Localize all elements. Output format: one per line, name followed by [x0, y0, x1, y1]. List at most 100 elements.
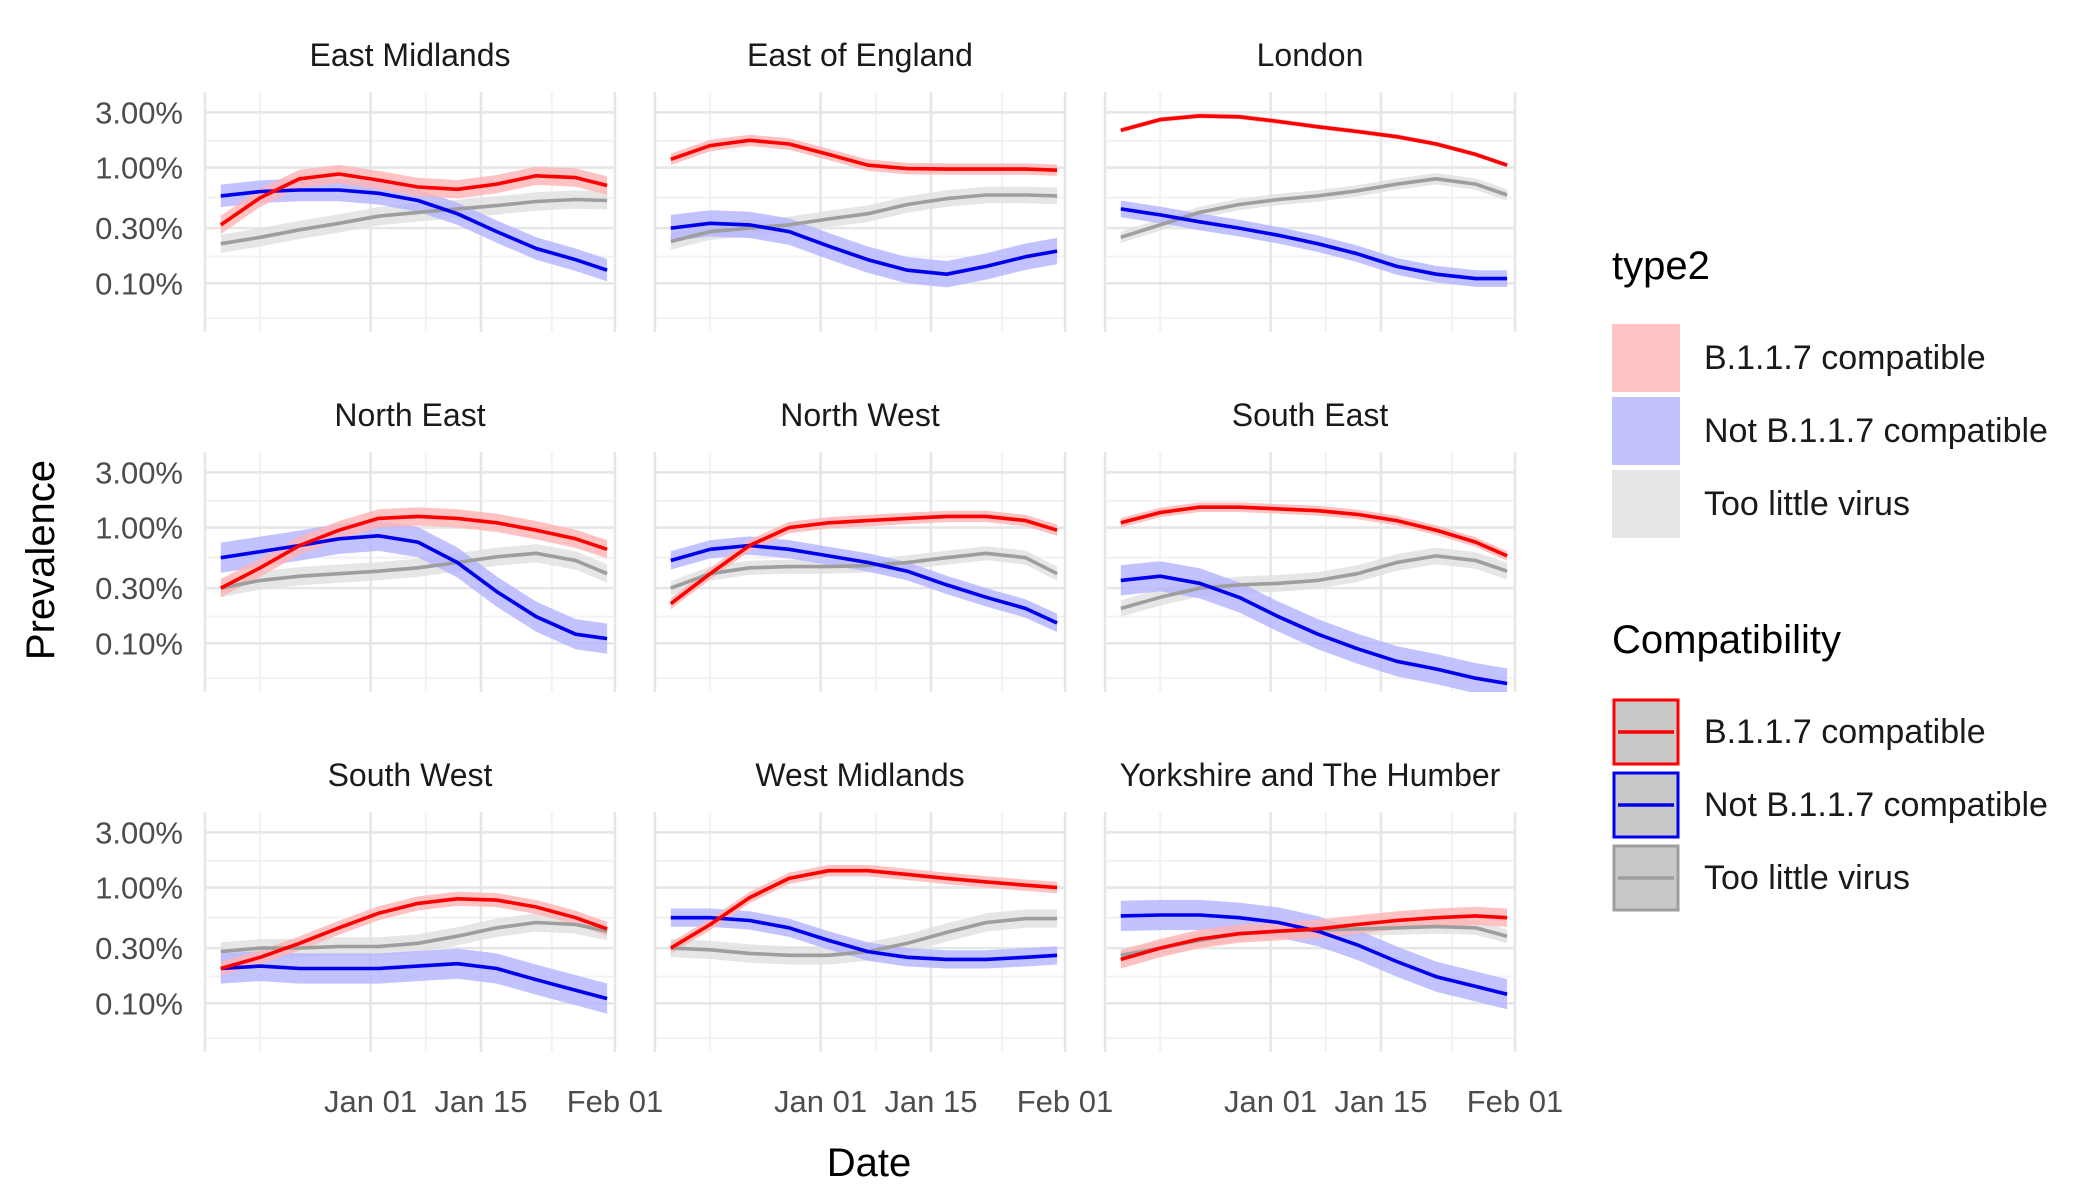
panel-south-east: South East: [1103, 397, 1517, 692]
legend-layer: type2 B.1.1.7 compatible Not B.1.1.7 compa…: [1612, 244, 2048, 912]
line-not-b-1-1-7-compatible: [220, 188, 608, 272]
x-tick-label: Feb 01: [1467, 1084, 1564, 1119]
line-b-1-1-7-compatible: [670, 138, 1058, 172]
legend-key-swatch: [1612, 324, 1680, 392]
ribbon-b-1-1-7-compatible: [670, 134, 1058, 176]
line-not-b-1-1-7-compatible: [220, 533, 608, 641]
ribbon-not-b-1-1-7-compatible: [220, 948, 608, 1014]
line-too-little-virus: [220, 551, 608, 590]
panel-series: [219, 507, 608, 654]
line-b-1-1-7-compatible: [219, 514, 608, 590]
legend-item-not-b-1-1-7-compatible: Not B.1.1.7 compatible: [1612, 771, 2048, 839]
ribbon-b-1-1-7-compatible: [220, 891, 608, 976]
ribbon-b-1-1-7-compatible: [1120, 502, 1508, 561]
legend-compatibility: Compatibility B.1.1.7 compatible Not B.1.1…: [1612, 618, 2048, 912]
y-tick-label: 1.00%: [95, 871, 183, 906]
legend-item-too-little-virus: Too little virus: [1612, 470, 1910, 538]
line-not-b-1-1-7-compatible: [670, 543, 1058, 625]
ribbon-b-1-1-7-compatible: [670, 865, 1058, 954]
ribbon-b-1-1-7-compatible: [220, 507, 608, 598]
panel-major-grid: [653, 812, 1067, 1052]
legend-item-not-b-1-1-7-compatible: Not B.1.1.7 compatible: [1612, 397, 2048, 465]
ribbon-too-little-virus: [220, 544, 608, 598]
line-b-1-1-7-compatible: [1120, 914, 1508, 962]
ribbon-too-little-virus: [1120, 173, 1508, 243]
line-too-little-virus: [670, 193, 1058, 244]
panel-title: West Midlands: [755, 757, 964, 793]
ribbon-too-little-virus: [1120, 919, 1508, 963]
line-b-1-1-7-compatible: [669, 514, 1058, 606]
ribbon-not-b-1-1-7-compatible: [1120, 561, 1508, 692]
ribbon-not-b-1-1-7-compatible: [220, 520, 608, 654]
panel-series: [670, 134, 1058, 288]
legend-label: B.1.1.7 compatible: [1704, 339, 1986, 377]
ribbon-not-b-1-1-7-compatible: [1120, 899, 1508, 1010]
panel-grid: [655, 812, 1065, 1052]
panel-series: [1120, 899, 1508, 1010]
ribbon-too-little-virus: [220, 190, 608, 253]
ribbon-b-1-1-7-compatible: [1120, 906, 1508, 969]
x-tick-label: Jan 15: [1334, 1084, 1427, 1119]
line-b-1-1-7-compatible: [1120, 505, 1508, 558]
panel-series: [669, 865, 1058, 969]
legend-item-b-1-1-7-compatible: B.1.1.7 compatible: [1612, 324, 1986, 392]
x-axis-title: Date: [827, 1141, 912, 1185]
y-tick-label: 1.00%: [95, 151, 183, 186]
x-tick-label: Jan 01: [324, 1084, 417, 1119]
line-b-1-1-7-compatible: [669, 868, 1058, 950]
legend-label: Too little virus: [1704, 485, 1910, 523]
ribbon-not-b-1-1-7-compatible: [670, 536, 1058, 633]
y-tick-label: 0.10%: [95, 266, 183, 301]
y-tick-label: 1.00%: [95, 511, 183, 546]
line-not-b-1-1-7-compatible: [1120, 207, 1508, 281]
panel-london: London: [1103, 37, 1517, 332]
panel-yorkshire-and-the-humber: Yorkshire and The Humber Jan 01 Jan 15 Feb …: [1103, 757, 1564, 1119]
panels-layer: East Midlands 0.10% 0.30% 1.00% 3.00% East of…: [95, 37, 1563, 1119]
y-tick-label: 0.30%: [95, 571, 183, 606]
line-not-b-1-1-7-compatible: [670, 915, 1058, 962]
line-b-1-1-7-compatible: [1120, 114, 1508, 167]
panel-north-east: North East 0.10% 0.30% 1.00% 3.00%: [95, 397, 617, 692]
y-tick-label: 3.00%: [95, 95, 183, 130]
x-tick-label: Feb 01: [1017, 1084, 1114, 1119]
panel-title: Yorkshire and The Humber: [1120, 757, 1501, 793]
legend-title: Compatibility: [1612, 618, 1841, 662]
legend-key-swatch: [1612, 397, 1680, 465]
panel-east-midlands: East Midlands 0.10% 0.30% 1.00% 3.00%: [95, 37, 617, 332]
panel-north-west: North West: [653, 397, 1067, 692]
y-tick-label: 3.00%: [95, 815, 183, 850]
panel-title: East Midlands: [310, 37, 511, 73]
line-not-b-1-1-7-compatible: [1120, 913, 1508, 996]
y-tick-label: 0.30%: [95, 931, 183, 966]
legend-item-b-1-1-7-compatible: B.1.1.7 compatible: [1612, 698, 1986, 766]
line-not-b-1-1-7-compatible: [220, 961, 608, 1001]
ribbon-b-1-1-7-compatible: [670, 510, 1058, 610]
y-axis-title: Prevalence: [19, 460, 63, 660]
y-tick-label: 0.10%: [95, 986, 183, 1021]
panel-south-west: South West 0.10% 0.30% 1.00% 3.00% Jan 01 Jan …: [95, 757, 663, 1119]
y-tick-label: 3.00%: [95, 455, 183, 490]
line-too-little-virus: [1120, 177, 1508, 240]
panel-title: East of England: [747, 37, 973, 73]
panel-title: South East: [1232, 397, 1389, 433]
panel-series: [669, 510, 1058, 633]
x-tick-label: Jan 15: [884, 1084, 977, 1119]
panel-title: North West: [780, 397, 940, 433]
y-tick-label: 0.30%: [95, 211, 183, 246]
panel-major-grid: [1103, 92, 1517, 332]
line-b-1-1-7-compatible: [220, 896, 608, 971]
x-tick-label: Jan 01: [774, 1084, 867, 1119]
line-too-little-virus: [1120, 554, 1508, 611]
legend-label: B.1.1.7 compatible: [1704, 713, 1986, 751]
ribbon-too-little-virus: [670, 909, 1058, 965]
legend-key-swatch: [1612, 470, 1680, 538]
x-tick-label: Feb 01: [567, 1084, 664, 1119]
panel-series: [1120, 502, 1508, 692]
x-tick-label: Jan 15: [434, 1084, 527, 1119]
panel-east-of-england: East of England: [653, 37, 1067, 332]
panel-west-midlands: West Midlands Jan 01 Jan 15 Feb 01: [653, 757, 1114, 1119]
panel-title: South West: [328, 757, 493, 793]
panel-series: [1120, 113, 1508, 287]
y-tick-label: 0.10%: [95, 626, 183, 661]
